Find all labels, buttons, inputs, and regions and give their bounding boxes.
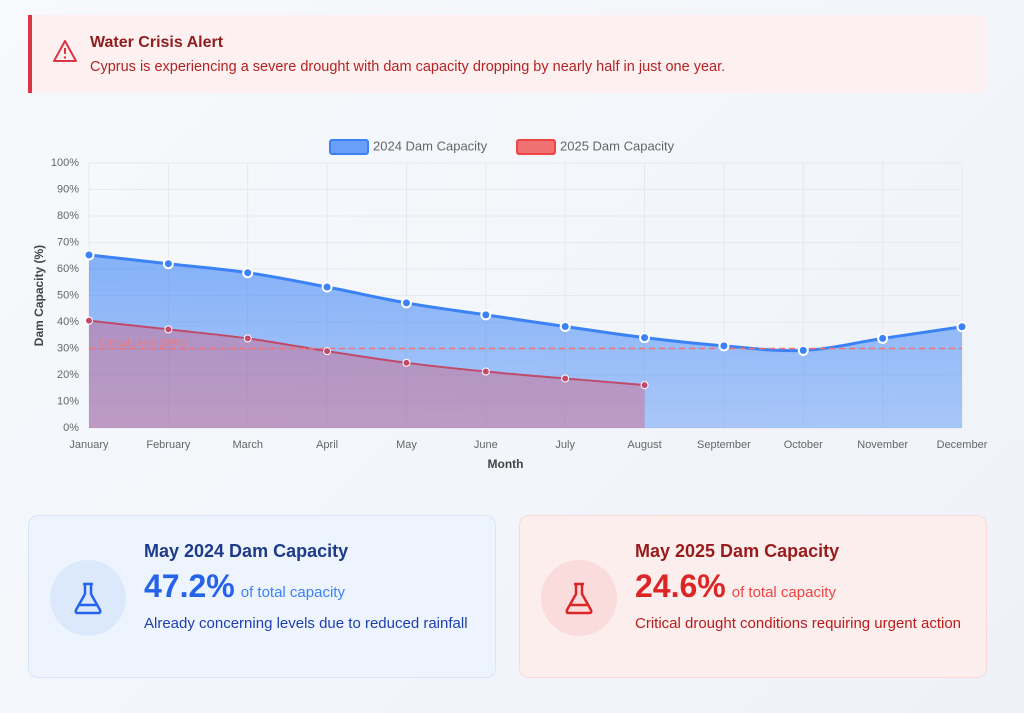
point [640,381,649,390]
point [480,309,492,321]
value: 24.6% [635,568,726,604]
card-text: Critical drought conditions requiring ur… [635,615,962,632]
x-tick-label: March [232,439,263,451]
y-tick-label: 20% [57,369,79,381]
x-tick-label: April [316,439,338,451]
point [797,344,809,356]
card-icon [541,560,617,636]
x-tick-label: February [146,439,191,451]
card: May 2024 Dam Capacity 47.2% of total capa… [28,515,496,678]
y-tick-label: 100% [51,157,79,169]
x-tick-label: August [627,439,661,451]
area [89,254,962,428]
y-tick-label: 10% [57,395,79,407]
legend-label: 2024 Dam Capacity [373,138,488,153]
x-tick-label: September [697,439,751,451]
point [83,249,95,261]
y-tick-label: 30% [57,342,79,354]
x-tick-label: June [474,439,498,451]
y-tick-label: 80% [57,210,79,222]
x-tick-label: October [784,439,823,451]
line [88,253,963,353]
card-value: 24.6% of total capacity [635,568,836,605]
y-tick-label: 40% [57,316,79,328]
x-tick-label: November [857,439,908,451]
area [89,320,645,428]
point [164,325,173,334]
point [85,316,93,325]
threshold-label: Critical Level (30%) [99,338,186,349]
point [877,332,889,344]
alert-title: Water Crisis Alert [90,34,224,51]
value: 47.2% [144,568,235,604]
card: May 2025 Dam Capacity 24.6% of total capa… [519,515,987,678]
x-tick-label: May [396,439,417,451]
legend-label: 2025 Dam Capacity [560,138,675,153]
card-title: May 2024 Dam Capacity [144,541,349,561]
point [162,258,174,270]
unit: of total capacity [240,584,345,601]
point [321,281,333,293]
point [481,367,490,376]
point [956,321,968,333]
point [639,332,651,344]
card-value: 47.2% of total capacity [144,568,345,605]
point [402,358,411,367]
warning-icon [53,40,77,62]
point [559,321,571,333]
y-tick-label: 0% [63,422,79,434]
x-tick-label: December [937,439,988,451]
x-axis-label: Month [488,457,524,471]
point [323,347,332,356]
point [718,340,730,352]
unit: of total capacity [731,584,836,601]
y-tick-label: 60% [57,263,79,275]
legend-swatch [329,139,369,155]
x-tick-label: January [69,439,109,451]
y-axis-label: Dam Capacity (%) [32,245,46,346]
y-tick-label: 50% [57,289,79,301]
point [242,267,254,279]
y-tick-label: 90% [57,183,79,195]
line [88,319,645,387]
alert: Water Crisis Alert Cyprus is experiencin… [28,15,988,93]
x-tick-label: July [555,439,575,451]
chart: 0% 10% 20% 30% 40% 50% 60% 70% 80% 90% 100% January… [32,138,988,471]
point [400,297,412,309]
alert-text: Cyprus is experiencing a severe drought … [90,59,726,75]
point [243,334,252,343]
legend-swatch [516,139,556,155]
card-icon [50,560,126,636]
card-title: May 2025 Dam Capacity [635,541,840,561]
card-text: Already concerning levels due to reduced… [144,615,468,632]
y-tick-label: 70% [57,236,79,248]
point [561,374,570,383]
